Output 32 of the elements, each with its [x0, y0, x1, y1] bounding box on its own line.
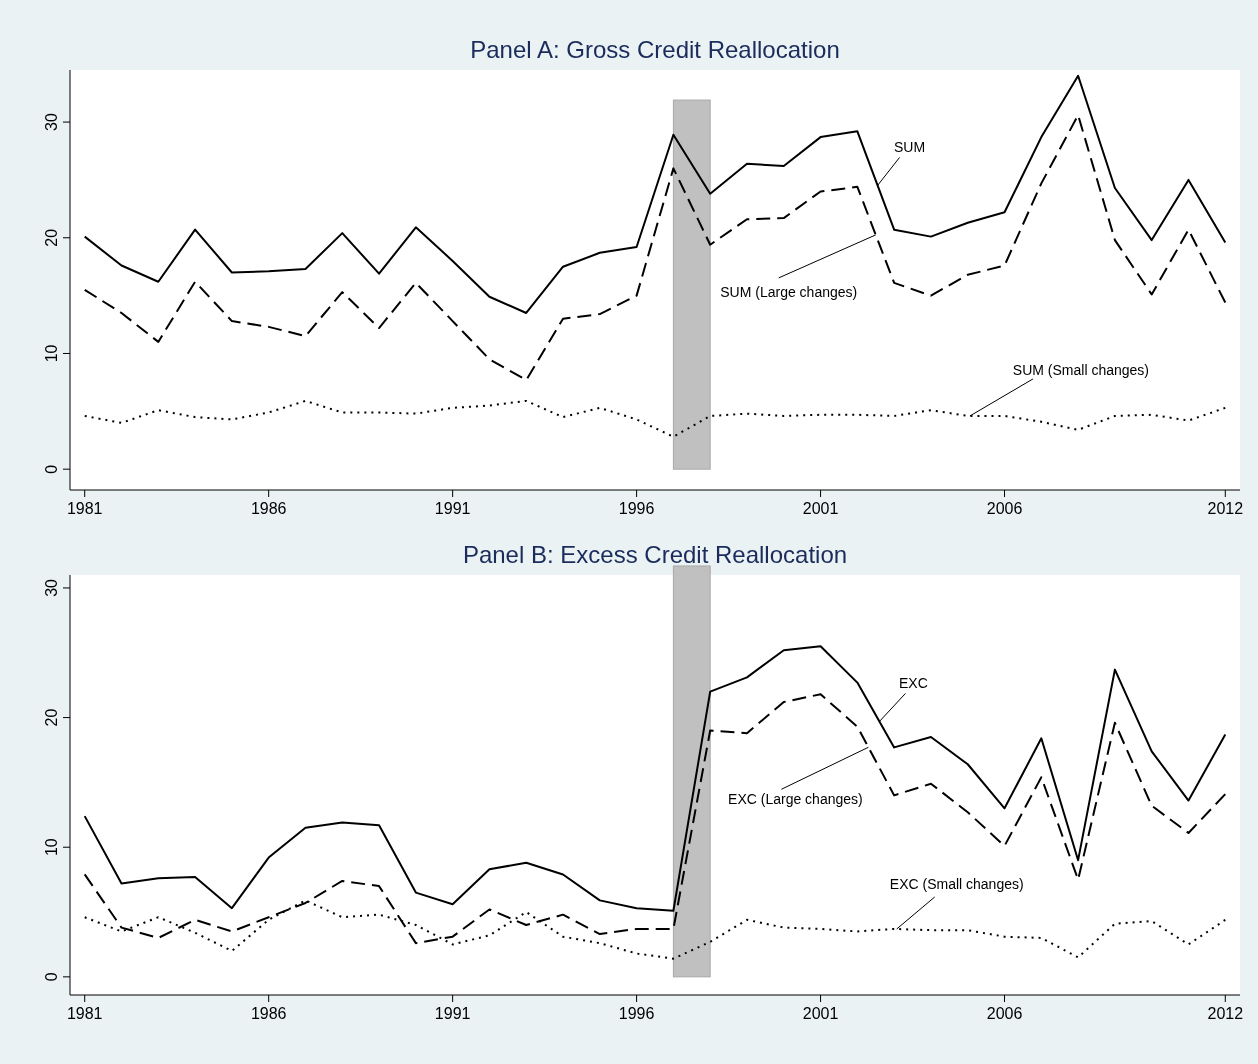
y-tick-label: 10: [43, 344, 60, 363]
text: SUM (Small changes): [1012, 361, 1150, 378]
x-tick-label: 1986: [250, 1005, 287, 1022]
y-tick-label: 0: [43, 972, 60, 982]
y-tick-label: 0: [43, 464, 60, 474]
line-series: [83, 74, 1227, 314]
x-tick-label: 2012: [1207, 500, 1244, 517]
x-tick-label: 1981: [66, 500, 103, 517]
y-tick-label: 10: [43, 838, 60, 857]
x-tick-label: 2001: [802, 1005, 839, 1022]
x-tick-label: 1986: [250, 500, 287, 517]
chart-title: Panel A: Gross Credit Reallocation: [470, 36, 840, 63]
series-label: SUM: [894, 139, 926, 156]
y-tick-label: 20: [43, 708, 60, 727]
y-tick-label: 30: [43, 578, 60, 597]
text: EXC: [899, 675, 928, 692]
x-tick-label: 2001: [802, 500, 839, 517]
x-tick-label: 2006: [986, 500, 1023, 517]
series-label: EXC (Large changes): [728, 791, 863, 808]
x-tick-label: 1991: [434, 1005, 471, 1022]
x-tick-label: 1996: [618, 500, 655, 517]
line-series: [83, 399, 1227, 438]
chart-title: Panel B: Excess Credit Reallocation: [462, 541, 848, 568]
y-tick-label: 30: [43, 113, 60, 131]
text: SUM (Large changes): [720, 283, 858, 300]
x-tick-label: 1981: [66, 1005, 103, 1022]
x-tick-label: 1996: [618, 1005, 655, 1022]
x-tick-label: 1991: [434, 500, 471, 517]
x-tick-label: 2006: [986, 1005, 1023, 1022]
x-tick-label: 2012: [1207, 1005, 1244, 1022]
y-tick-label: 20: [43, 228, 60, 247]
text: EXC (Small changes): [889, 875, 1024, 892]
